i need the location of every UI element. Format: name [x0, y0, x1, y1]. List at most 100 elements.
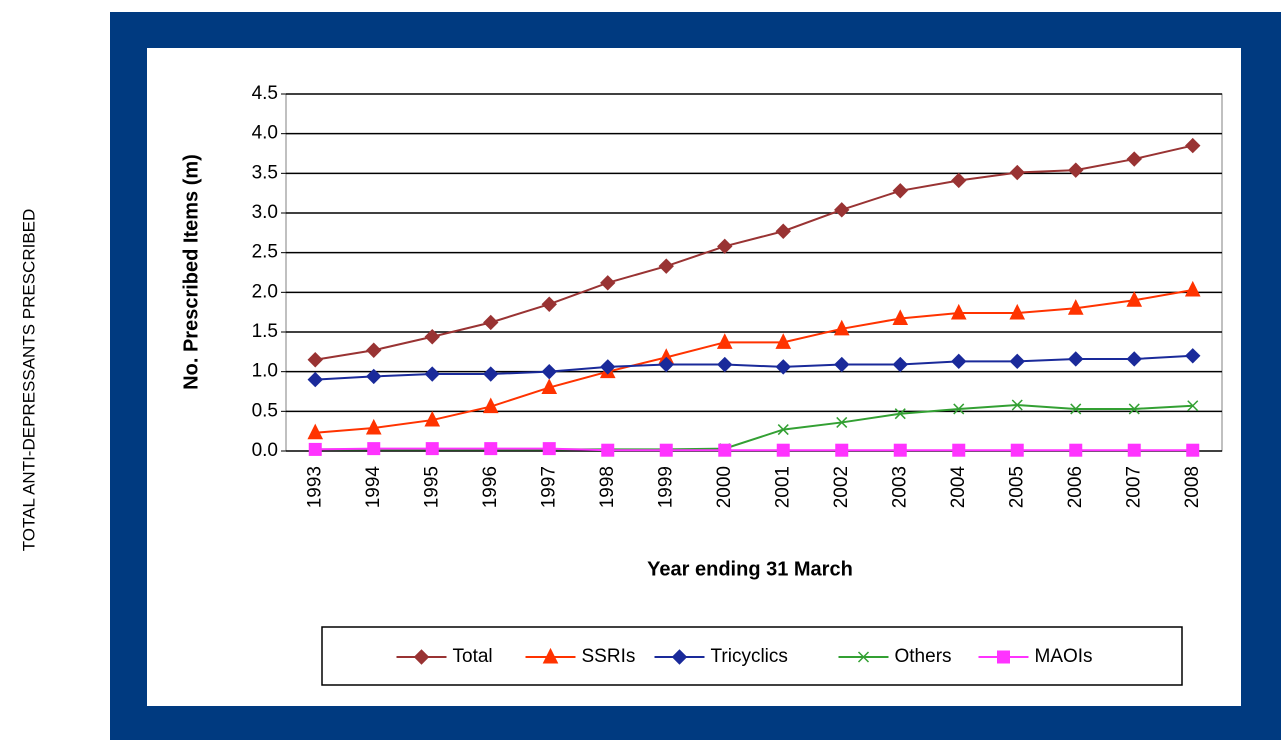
y-tick-label: 1.0	[252, 361, 278, 382]
data-point	[951, 353, 967, 370]
data-point	[307, 371, 323, 388]
data-point	[308, 442, 322, 456]
data-point	[307, 423, 324, 440]
data-point	[716, 333, 733, 349]
data-point	[776, 443, 790, 457]
x-tick-label: 2002	[831, 466, 852, 508]
legend-box	[321, 626, 1183, 686]
data-point	[658, 258, 674, 274]
data-point	[483, 314, 499, 331]
data-point	[483, 366, 499, 382]
data-point	[1126, 291, 1143, 307]
y-axis-title: No. Prescribed Items (m)	[180, 154, 202, 390]
chart-panel	[147, 48, 1241, 706]
data-point	[777, 424, 789, 436]
x-tick-label: 2008	[1182, 466, 1203, 508]
data-point	[482, 397, 499, 414]
data-point	[541, 363, 557, 380]
x-tick-label: 2003	[889, 466, 910, 508]
legend-marker	[857, 651, 870, 663]
data-point	[836, 416, 848, 428]
data-point	[717, 238, 733, 255]
data-point	[600, 359, 616, 375]
data-point	[775, 223, 791, 239]
x-tick-label: 1998	[597, 466, 618, 508]
y-tick-label: 4.5	[252, 83, 278, 104]
legend-marker	[671, 649, 688, 665]
data-point	[424, 410, 441, 427]
series-line	[315, 447, 1193, 452]
data-point	[1127, 443, 1141, 457]
data-point	[367, 442, 381, 456]
data-point	[1186, 443, 1200, 457]
data-point	[1187, 400, 1199, 412]
data-point	[1067, 299, 1084, 315]
legend-label: Total	[453, 646, 493, 667]
data-point	[893, 443, 907, 457]
x-tick-label: 2001	[772, 466, 793, 508]
data-point	[424, 366, 440, 382]
series-line	[315, 288, 1193, 434]
data-point	[600, 275, 616, 291]
x-tick-label: 1993	[304, 466, 325, 508]
series-line	[315, 354, 1193, 381]
data-point	[834, 202, 850, 218]
x-tick-label: 1996	[480, 466, 501, 508]
data-point	[951, 172, 967, 189]
data-point	[717, 356, 733, 373]
x-tick-label: 2005	[1006, 466, 1027, 508]
data-point	[542, 442, 556, 456]
data-point	[718, 443, 732, 457]
data-point	[894, 408, 906, 420]
legend-label: Tricyclics	[711, 646, 788, 667]
legend-marker	[413, 649, 430, 665]
data-point	[1184, 280, 1201, 297]
data-point	[365, 418, 382, 435]
data-point	[541, 378, 558, 395]
x-tick-label: 2006	[1065, 466, 1086, 508]
x-tick-label: 1999	[655, 466, 676, 508]
data-point	[307, 352, 323, 368]
data-point	[1009, 164, 1025, 181]
x-tick-label: 1994	[363, 466, 384, 509]
x-tick-label: 2004	[948, 466, 969, 509]
y-tick-label: 0.0	[252, 440, 278, 461]
data-point	[425, 442, 439, 456]
data-point	[1009, 353, 1025, 370]
data-point	[1009, 303, 1026, 320]
data-point	[1069, 443, 1083, 457]
legend-marker	[997, 650, 1010, 664]
data-point	[953, 403, 965, 415]
y-tick-label: 0.5	[252, 400, 278, 421]
y-tick-label: 4.0	[252, 123, 278, 144]
y-tick-label: 1.5	[252, 321, 278, 342]
y-tick-label: 2.0	[252, 281, 278, 302]
data-point	[1011, 399, 1023, 411]
data-point	[541, 296, 557, 312]
legend-marker	[542, 647, 559, 664]
data-point	[1126, 151, 1142, 167]
data-point	[1068, 351, 1084, 367]
data-point	[775, 333, 792, 349]
data-point	[952, 443, 966, 457]
data-point	[833, 319, 850, 336]
data-point	[892, 356, 908, 373]
data-point	[1185, 348, 1201, 364]
data-point	[366, 342, 382, 358]
y-tick-label: 3.5	[252, 162, 278, 183]
legend-label: Others	[895, 646, 952, 667]
data-point	[659, 443, 673, 457]
data-point	[892, 309, 909, 326]
data-point	[484, 442, 498, 456]
x-tick-label: 2000	[714, 466, 735, 508]
data-point	[835, 443, 849, 457]
data-point	[1126, 351, 1142, 367]
data-point	[775, 359, 791, 375]
x-axis-title: Year ending 31 March	[647, 558, 853, 580]
data-point	[892, 183, 908, 199]
x-tick-label: 2007	[1123, 466, 1144, 508]
y-tick-label: 3.0	[252, 202, 278, 223]
series-line	[315, 144, 1193, 361]
